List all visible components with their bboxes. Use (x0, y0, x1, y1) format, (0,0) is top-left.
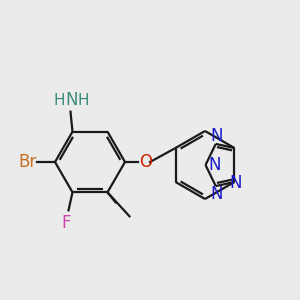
Text: N: N (211, 185, 223, 203)
Text: Br: Br (18, 153, 36, 171)
Text: F: F (62, 214, 71, 232)
Text: N: N (211, 127, 223, 145)
Text: N: N (208, 156, 221, 174)
Text: N: N (229, 174, 242, 192)
Text: N: N (65, 91, 78, 109)
Text: H: H (78, 93, 89, 108)
Text: O: O (140, 153, 152, 171)
Text: H: H (54, 93, 65, 108)
